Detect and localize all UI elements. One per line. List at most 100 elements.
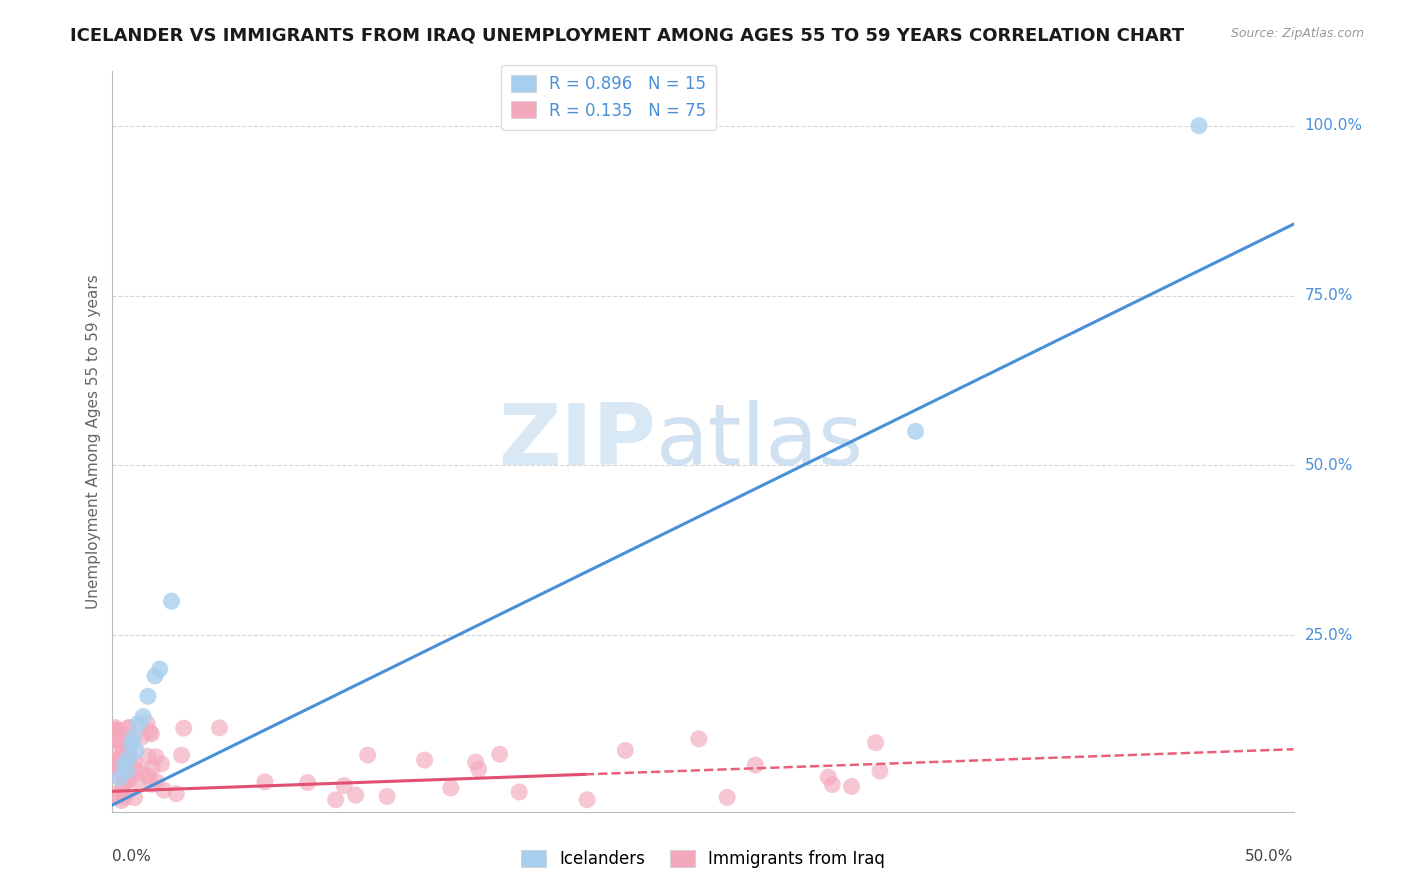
Point [136, 690, 159, 704]
Text: 75.0%: 75.0% [1305, 288, 1353, 303]
Point [744, 758, 766, 772]
Point [104, 759, 127, 773]
Point [170, 748, 193, 763]
Point [110, 736, 132, 750]
Point [124, 790, 146, 805]
Point [821, 778, 844, 792]
Point [124, 762, 146, 776]
Point [150, 756, 173, 771]
Point [114, 790, 136, 805]
Point [145, 749, 167, 764]
Point [165, 787, 187, 801]
Point [1188, 119, 1211, 133]
Point [869, 764, 891, 778]
Text: atlas: atlas [655, 400, 863, 483]
Point [112, 739, 135, 753]
Point [375, 789, 398, 804]
Point [904, 425, 927, 439]
Point [107, 769, 129, 783]
Point [117, 754, 139, 768]
Point [136, 716, 159, 731]
Point [508, 785, 530, 799]
Point [107, 789, 129, 804]
Point [118, 720, 141, 734]
Point [344, 788, 367, 802]
Point [104, 752, 127, 766]
Point [160, 594, 183, 608]
Point [467, 763, 489, 777]
Point [357, 748, 380, 763]
Point [688, 731, 710, 746]
Point [114, 772, 136, 787]
Text: 50.0%: 50.0% [1305, 458, 1353, 473]
Text: 0.0%: 0.0% [112, 849, 152, 863]
Point [817, 770, 839, 784]
Point [153, 783, 176, 797]
Point [333, 779, 356, 793]
Point [118, 745, 141, 759]
Point [614, 743, 637, 757]
Point [145, 774, 167, 789]
Point [141, 777, 163, 791]
Point [105, 723, 128, 738]
Point [127, 774, 149, 789]
Point [138, 724, 160, 739]
Point [111, 741, 134, 756]
Point [112, 757, 135, 772]
Point [131, 765, 153, 780]
Point [104, 763, 127, 777]
Point [115, 748, 138, 763]
Point [104, 754, 127, 768]
Point [111, 786, 134, 800]
Point [117, 770, 139, 784]
Point [105, 723, 128, 738]
Point [716, 790, 738, 805]
Point [173, 721, 195, 735]
Point [124, 755, 146, 769]
Point [112, 779, 135, 793]
Point [253, 775, 276, 789]
Point [118, 772, 141, 787]
Point [208, 721, 231, 735]
Text: ICELANDER VS IMMIGRANTS FROM IRAQ UNEMPLOYMENT AMONG AGES 55 TO 59 YEARS CORRELA: ICELANDER VS IMMIGRANTS FROM IRAQ UNEMPL… [70, 27, 1184, 45]
Point [136, 769, 159, 783]
Point [111, 747, 134, 762]
Point [440, 780, 463, 795]
Point [131, 730, 153, 744]
Y-axis label: Unemployment Among Ages 55 to 59 years: Unemployment Among Ages 55 to 59 years [86, 274, 101, 609]
Point [127, 716, 149, 731]
Point [104, 721, 127, 735]
Text: 100.0%: 100.0% [1305, 119, 1362, 133]
Point [111, 727, 134, 741]
Point [118, 750, 141, 764]
Point [297, 775, 319, 789]
Point [143, 669, 166, 683]
Point [576, 793, 599, 807]
Point [117, 721, 139, 735]
Point [841, 780, 863, 794]
Point [105, 723, 128, 737]
Point [141, 727, 163, 741]
Point [149, 662, 172, 676]
Point [115, 774, 138, 789]
Point [325, 793, 347, 807]
Point [865, 736, 887, 750]
Point [488, 747, 510, 762]
Point [104, 731, 127, 745]
Point [115, 764, 138, 778]
Point [125, 743, 148, 757]
Text: 50.0%: 50.0% [1246, 849, 1294, 863]
Point [132, 709, 155, 723]
Point [110, 784, 132, 798]
Legend: Icelanders, Immigrants from Iraq: Icelanders, Immigrants from Iraq [515, 843, 891, 875]
Point [464, 755, 486, 769]
Text: ZIP: ZIP [498, 400, 655, 483]
Point [120, 737, 142, 751]
Legend: R = 0.896   N = 15, R = 0.135   N = 75: R = 0.896 N = 15, R = 0.135 N = 75 [501, 65, 716, 129]
Point [104, 733, 127, 747]
Point [108, 771, 131, 785]
Point [136, 749, 159, 764]
Point [141, 761, 163, 775]
Point [122, 730, 145, 744]
Text: Source: ZipAtlas.com: Source: ZipAtlas.com [1230, 27, 1364, 40]
